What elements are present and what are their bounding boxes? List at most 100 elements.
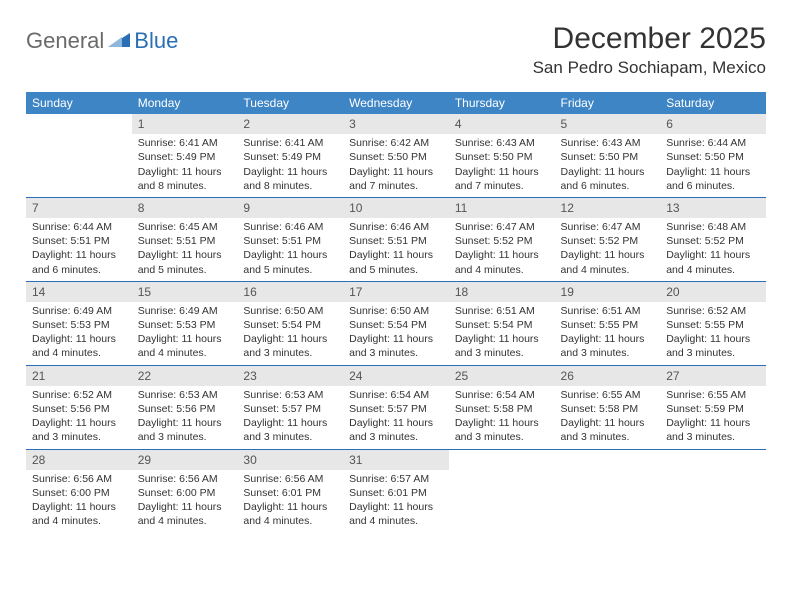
calendar-cell: 12Sunrise: 6:47 AMSunset: 5:52 PMDayligh…: [555, 197, 661, 281]
brand-text-general: General: [26, 28, 104, 54]
daylight-text: Daylight: 11 hours and 4 minutes.: [138, 332, 232, 360]
calendar-cell: 31Sunrise: 6:57 AMSunset: 6:01 PMDayligh…: [343, 449, 449, 532]
sunrise-text: Sunrise: 6:56 AM: [32, 472, 126, 486]
sunrise-text: Sunrise: 6:46 AM: [243, 220, 337, 234]
sunset-text: Sunset: 5:51 PM: [349, 234, 443, 248]
day-number: 6: [660, 114, 766, 134]
day-number: 27: [660, 366, 766, 386]
sunrise-text: Sunrise: 6:56 AM: [138, 472, 232, 486]
day-body: Sunrise: 6:41 AMSunset: 5:49 PMDaylight:…: [237, 134, 343, 197]
day-number: 22: [132, 366, 238, 386]
calendar-cell: 23Sunrise: 6:53 AMSunset: 5:57 PMDayligh…: [237, 365, 343, 449]
sunrise-text: Sunrise: 6:53 AM: [138, 388, 232, 402]
day-number: 10: [343, 198, 449, 218]
calendar-cell: [26, 114, 132, 197]
sunrise-text: Sunrise: 6:41 AM: [138, 136, 232, 150]
sunset-text: Sunset: 5:53 PM: [138, 318, 232, 332]
daylight-text: Daylight: 11 hours and 4 minutes.: [32, 332, 126, 360]
daylight-text: Daylight: 11 hours and 7 minutes.: [349, 165, 443, 193]
calendar-cell: 1Sunrise: 6:41 AMSunset: 5:49 PMDaylight…: [132, 114, 238, 197]
calendar-cell: 24Sunrise: 6:54 AMSunset: 5:57 PMDayligh…: [343, 365, 449, 449]
day-body: Sunrise: 6:42 AMSunset: 5:50 PMDaylight:…: [343, 134, 449, 197]
daylight-text: Daylight: 11 hours and 8 minutes.: [138, 165, 232, 193]
day-header: Monday: [132, 92, 238, 114]
sunrise-text: Sunrise: 6:55 AM: [561, 388, 655, 402]
day-number: 3: [343, 114, 449, 134]
sunset-text: Sunset: 5:54 PM: [243, 318, 337, 332]
day-number: 30: [237, 450, 343, 470]
day-body: Sunrise: 6:47 AMSunset: 5:52 PMDaylight:…: [555, 218, 661, 281]
day-number: 9: [237, 198, 343, 218]
sunrise-text: Sunrise: 6:55 AM: [666, 388, 760, 402]
day-body: Sunrise: 6:54 AMSunset: 5:57 PMDaylight:…: [343, 386, 449, 449]
day-body: Sunrise: 6:52 AMSunset: 5:56 PMDaylight:…: [26, 386, 132, 449]
sunset-text: Sunset: 5:52 PM: [561, 234, 655, 248]
sunset-text: Sunset: 6:00 PM: [32, 486, 126, 500]
sunrise-text: Sunrise: 6:41 AM: [243, 136, 337, 150]
day-body: Sunrise: 6:51 AMSunset: 5:54 PMDaylight:…: [449, 302, 555, 365]
day-body: Sunrise: 6:53 AMSunset: 5:57 PMDaylight:…: [237, 386, 343, 449]
calendar-cell: 20Sunrise: 6:52 AMSunset: 5:55 PMDayligh…: [660, 281, 766, 365]
sunrise-text: Sunrise: 6:52 AM: [666, 304, 760, 318]
daylight-text: Daylight: 11 hours and 3 minutes.: [561, 332, 655, 360]
day-number: 24: [343, 366, 449, 386]
sunset-text: Sunset: 6:00 PM: [138, 486, 232, 500]
day-number: 29: [132, 450, 238, 470]
daylight-text: Daylight: 11 hours and 4 minutes.: [455, 248, 549, 276]
daylight-text: Daylight: 11 hours and 3 minutes.: [243, 416, 337, 444]
sunrise-text: Sunrise: 6:44 AM: [666, 136, 760, 150]
daylight-text: Daylight: 11 hours and 3 minutes.: [32, 416, 126, 444]
brand-logo: General Blue: [26, 22, 178, 54]
daylight-text: Daylight: 11 hours and 4 minutes.: [243, 500, 337, 528]
sunrise-text: Sunrise: 6:46 AM: [349, 220, 443, 234]
day-body: Sunrise: 6:51 AMSunset: 5:55 PMDaylight:…: [555, 302, 661, 365]
sunrise-text: Sunrise: 6:54 AM: [455, 388, 549, 402]
day-number: 7: [26, 198, 132, 218]
day-header: Sunday: [26, 92, 132, 114]
day-number: 31: [343, 450, 449, 470]
calendar-cell: 3Sunrise: 6:42 AMSunset: 5:50 PMDaylight…: [343, 114, 449, 197]
sunset-text: Sunset: 5:54 PM: [349, 318, 443, 332]
daylight-text: Daylight: 11 hours and 3 minutes.: [561, 416, 655, 444]
day-number: 26: [555, 366, 661, 386]
sunrise-text: Sunrise: 6:44 AM: [32, 220, 126, 234]
day-body: Sunrise: 6:49 AMSunset: 5:53 PMDaylight:…: [132, 302, 238, 365]
day-number: 15: [132, 282, 238, 302]
day-number: 25: [449, 366, 555, 386]
day-body: Sunrise: 6:43 AMSunset: 5:50 PMDaylight:…: [555, 134, 661, 197]
sunset-text: Sunset: 5:58 PM: [455, 402, 549, 416]
sunset-text: Sunset: 5:58 PM: [561, 402, 655, 416]
daylight-text: Daylight: 11 hours and 5 minutes.: [138, 248, 232, 276]
sunrise-text: Sunrise: 6:54 AM: [349, 388, 443, 402]
daylight-text: Daylight: 11 hours and 5 minutes.: [243, 248, 337, 276]
calendar-cell: [555, 449, 661, 532]
calendar-cell: 19Sunrise: 6:51 AMSunset: 5:55 PMDayligh…: [555, 281, 661, 365]
day-number: 14: [26, 282, 132, 302]
sunset-text: Sunset: 5:51 PM: [243, 234, 337, 248]
daylight-text: Daylight: 11 hours and 4 minutes.: [561, 248, 655, 276]
sunset-text: Sunset: 6:01 PM: [243, 486, 337, 500]
daylight-text: Daylight: 11 hours and 4 minutes.: [349, 500, 443, 528]
sunset-text: Sunset: 5:57 PM: [243, 402, 337, 416]
calendar-cell: 25Sunrise: 6:54 AMSunset: 5:58 PMDayligh…: [449, 365, 555, 449]
sunrise-text: Sunrise: 6:47 AM: [455, 220, 549, 234]
day-header: Saturday: [660, 92, 766, 114]
calendar-cell: 5Sunrise: 6:43 AMSunset: 5:50 PMDaylight…: [555, 114, 661, 197]
day-body: Sunrise: 6:43 AMSunset: 5:50 PMDaylight:…: [449, 134, 555, 197]
calendar-cell: 21Sunrise: 6:52 AMSunset: 5:56 PMDayligh…: [26, 365, 132, 449]
sunrise-text: Sunrise: 6:52 AM: [32, 388, 126, 402]
calendar-week-row: 28Sunrise: 6:56 AMSunset: 6:00 PMDayligh…: [26, 449, 766, 532]
day-body: Sunrise: 6:57 AMSunset: 6:01 PMDaylight:…: [343, 470, 449, 533]
calendar-cell: 10Sunrise: 6:46 AMSunset: 5:51 PMDayligh…: [343, 197, 449, 281]
calendar-week-row: 14Sunrise: 6:49 AMSunset: 5:53 PMDayligh…: [26, 281, 766, 365]
calendar-cell: 26 Sunrise: 6:55 AMSunset: 5:58 PMDayligh…: [555, 365, 661, 449]
day-number: 19: [555, 282, 661, 302]
calendar-cell: 22Sunrise: 6:53 AMSunset: 5:56 PMDayligh…: [132, 365, 238, 449]
sunrise-text: Sunrise: 6:56 AM: [243, 472, 337, 486]
calendar-cell: [449, 449, 555, 532]
day-number: 8: [132, 198, 238, 218]
day-number: 16: [237, 282, 343, 302]
daylight-text: Daylight: 11 hours and 6 minutes.: [561, 165, 655, 193]
day-header: Wednesday: [343, 92, 449, 114]
header: General Blue December 2025 San Pedro Soc…: [26, 22, 766, 78]
